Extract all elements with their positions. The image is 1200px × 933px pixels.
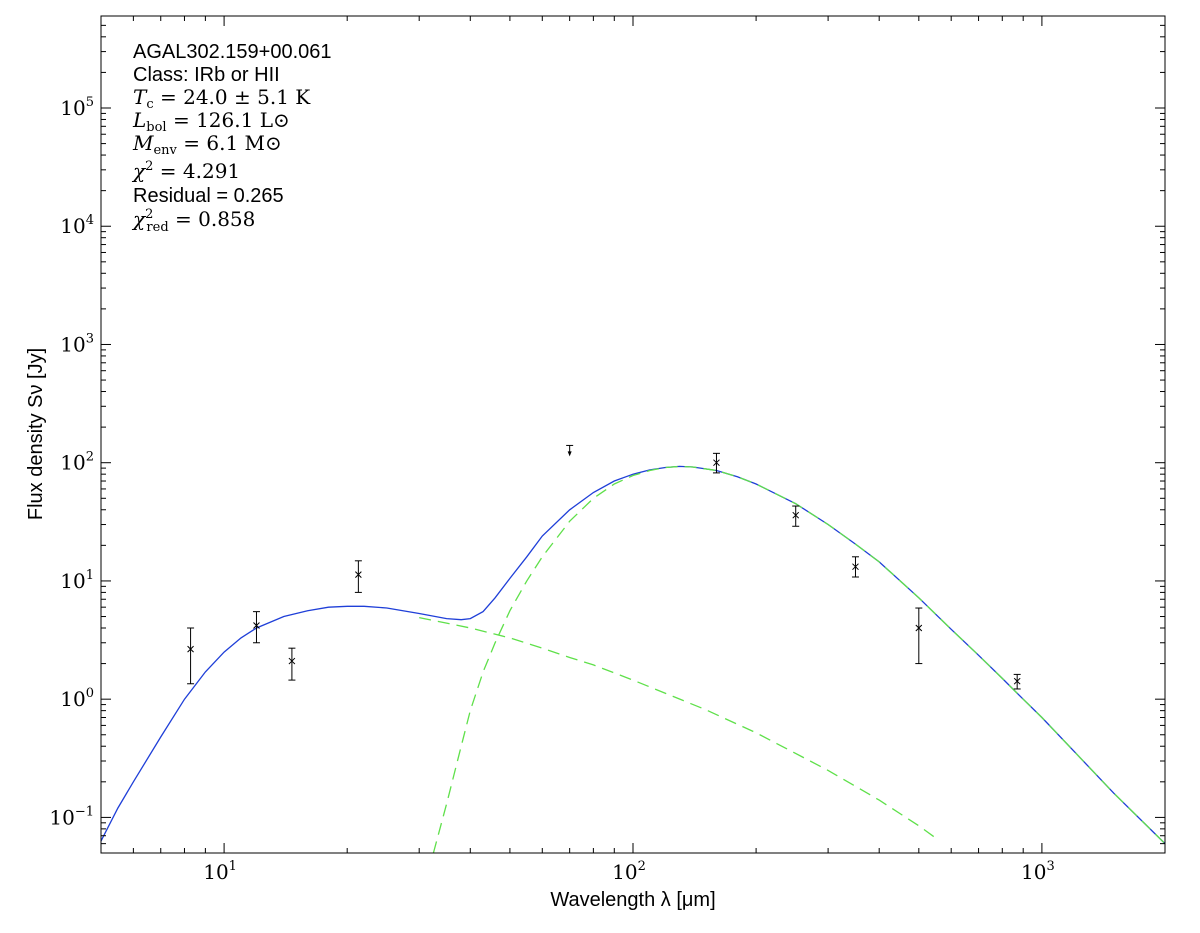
x-tick-label: 102 — [612, 859, 646, 884]
class-label: Class: IRb or HII — [133, 64, 280, 86]
y-tick-label: 100 — [60, 686, 94, 711]
y-tick-label: 103 — [60, 331, 94, 356]
y-tick-label: 10−1 — [49, 804, 94, 829]
upper-limit-point — [566, 444, 574, 457]
point-marker — [852, 563, 859, 571]
data-point — [187, 627, 195, 685]
x-tick-label: 103 — [1021, 859, 1055, 884]
plot-frame — [100, 15, 1166, 854]
tc-value: 24.0 ± 5.1 K — [183, 85, 311, 109]
tc-annotation: Tc = 24.0 ± 5.1 K — [133, 85, 311, 112]
data-point — [354, 560, 362, 593]
axis-ticks: 101 102 103 10−1 100 101 102 103 104 105 — [49, 15, 1166, 884]
residual-label: Residual = 0.265 — [133, 185, 284, 207]
data-point — [792, 505, 800, 527]
point-marker — [355, 571, 362, 579]
data-point — [1013, 673, 1021, 690]
component-curve-2 — [432, 465, 1166, 854]
fit-annotations: AGAL302.159+00.061 Class: IRb or HII Tc … — [131, 41, 332, 235]
y-tick-label: 104 — [60, 213, 94, 238]
source-name: AGAL302.159+00.061 — [133, 41, 332, 63]
point-marker — [1013, 677, 1021, 685]
point-marker — [713, 459, 720, 467]
menv-annotation: Menv = 6.1 M⊙ — [132, 131, 282, 158]
y-tick-label: 101 — [60, 568, 94, 593]
model-curves — [100, 465, 1166, 854]
data-point — [915, 607, 923, 665]
component-curve-1 — [419, 616, 937, 839]
chi2-annotation: χ2 = 4.291 — [131, 159, 240, 183]
data-point — [288, 647, 296, 681]
x-tick-label: 101 — [203, 859, 237, 884]
total-fit-curve — [100, 465, 1166, 845]
y-tick-label: 105 — [60, 95, 94, 120]
limit-arrow — [567, 451, 572, 457]
point-marker — [253, 622, 260, 629]
data-point — [851, 556, 859, 578]
lbol-annotation: Lbol = 126.1 L⊙ — [132, 108, 290, 135]
y-tick-label: 102 — [60, 450, 94, 475]
point-marker — [792, 511, 800, 519]
chi2-value: 4.291 — [183, 159, 240, 183]
lbol-value: 126.1 L⊙ — [196, 108, 290, 132]
point-marker — [288, 657, 296, 665]
data-points — [187, 444, 1021, 690]
chi2red-annotation: χ2 red = 0.858 — [131, 207, 255, 235]
data-point — [252, 611, 260, 644]
x-axis-label: Wavelength λ [μm] — [550, 889, 715, 911]
data-point — [712, 452, 720, 474]
point-marker — [187, 645, 194, 653]
chi2red-value: 0.858 — [198, 207, 255, 231]
menv-value: 6.1 M⊙ — [206, 131, 281, 155]
point-marker — [915, 624, 923, 632]
y-axis-label: Flux density Sν [Jy] — [25, 348, 47, 520]
